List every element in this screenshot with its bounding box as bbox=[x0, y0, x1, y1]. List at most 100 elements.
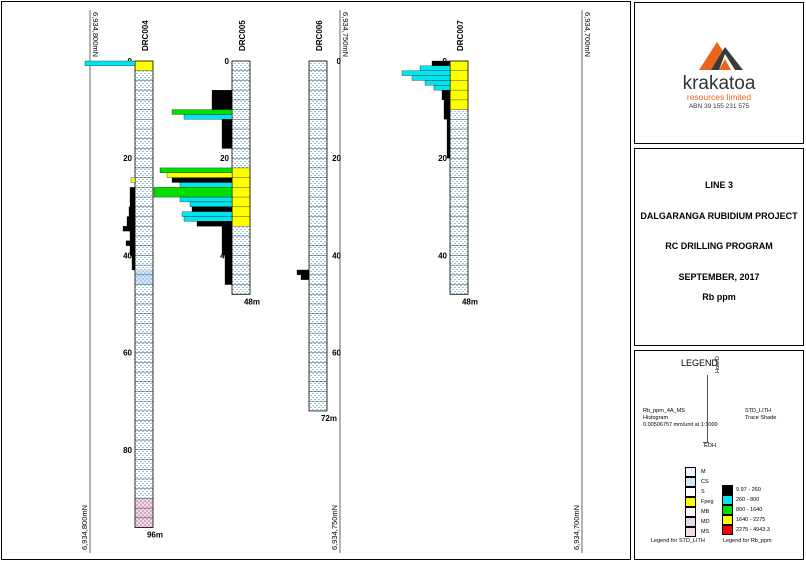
drc005-depth-tick: 20 bbox=[220, 154, 229, 163]
legend-title: LEGEND bbox=[681, 358, 719, 368]
drc004-lith-interval bbox=[135, 498, 153, 528]
northing-bottom-left: 6,934,800mN bbox=[80, 505, 89, 550]
drc007-depth-tick: 20 bbox=[438, 154, 447, 163]
title-panel: LINE 3 DALGARANGA RUBIDIUM PROJECT RC DR… bbox=[634, 148, 804, 346]
rb-swatch bbox=[722, 515, 733, 525]
hole-id-label: HoleID bbox=[715, 356, 721, 373]
drc007-rb-bar bbox=[424, 80, 451, 86]
drc006-hole-id: DRC006 bbox=[315, 20, 324, 51]
title-line-5: Rb ppm bbox=[702, 292, 736, 302]
drc004-lith-interval bbox=[135, 269, 153, 285]
drc005-rb-bar bbox=[191, 206, 233, 212]
northing-bottom-mid: 6,934,750mN bbox=[330, 505, 339, 550]
drc005-rb-bar bbox=[153, 187, 233, 198]
drc004-lith-interval bbox=[135, 70, 153, 270]
drc004-rb-bar bbox=[122, 226, 136, 232]
logo-brand: krakatoa bbox=[682, 73, 756, 94]
drc005-rb-bar bbox=[166, 172, 233, 178]
drc005-eoh-label: 48m bbox=[244, 297, 260, 306]
title-line-1: LINE 3 bbox=[704, 180, 733, 190]
drc007-rb-bar bbox=[411, 75, 451, 81]
drc007-rb-bar bbox=[419, 65, 451, 71]
drc005-rb-bar bbox=[179, 182, 233, 188]
drc005-rb-bar bbox=[171, 177, 233, 183]
drc007-lith-interval bbox=[450, 109, 468, 295]
lith-label: Fpeg bbox=[701, 499, 714, 505]
drc004-depth-tick: 40 bbox=[123, 251, 132, 260]
drc005-rb-bar bbox=[211, 90, 233, 110]
drc005-depth-tick: 0 bbox=[225, 57, 230, 66]
title-line-3: RC DRILLING PROGRAM bbox=[665, 241, 773, 251]
drc005-rb-bar bbox=[183, 216, 233, 222]
trace-desc-1: STD_LITH bbox=[745, 408, 771, 414]
drc006-rb-bar bbox=[300, 274, 310, 280]
drc007-rb-bar bbox=[401, 70, 451, 76]
drc004-eoh-label: 96m bbox=[147, 531, 163, 540]
drc004-hole-id: DRC004 bbox=[141, 20, 150, 51]
rb-label: 1640 - 2275 bbox=[736, 517, 766, 523]
drc005-rb-bar bbox=[183, 114, 233, 120]
drc005-rb-bar bbox=[179, 196, 233, 203]
map-frame bbox=[1, 1, 631, 560]
drc005-lith-interval bbox=[232, 61, 250, 168]
drc006-depth-tick: 60 bbox=[332, 349, 341, 358]
rb-label: 260 - 800 bbox=[736, 497, 760, 503]
hist-desc-1: Rb_ppm_4A_MS bbox=[643, 408, 685, 414]
drc007-rb-bar bbox=[443, 99, 451, 120]
drc004-rb-bar bbox=[125, 240, 136, 246]
trace-desc-2: Trace Shade bbox=[745, 415, 777, 421]
drc004-depth-tick: 60 bbox=[123, 349, 132, 358]
cross-section-diagram: 6,934,800mN 6,934,800mN 6,934,750mN 6,934,7… bbox=[1, 1, 631, 560]
hole-trace-line bbox=[707, 375, 708, 443]
drc007-rb-bar bbox=[446, 119, 451, 159]
eoh-tick bbox=[703, 442, 709, 443]
drc007-lith-interval bbox=[450, 61, 468, 110]
drc005-rb-bar bbox=[181, 211, 233, 217]
krakatoa-logo-icon bbox=[699, 42, 743, 70]
northing-top-left: 6,934,800mN bbox=[91, 12, 100, 57]
drc004-rb-bar bbox=[131, 255, 136, 271]
northing-bottom-right: 6,934,700mN bbox=[572, 505, 581, 550]
lith-label: M bbox=[701, 469, 706, 475]
rb-label: 9.97 - 260 bbox=[736, 487, 761, 493]
drc005-rb-bar bbox=[221, 119, 233, 149]
drc004-depth-tick: 20 bbox=[123, 154, 132, 163]
rb-swatch bbox=[722, 525, 733, 535]
rb-swatch bbox=[722, 485, 733, 495]
lith-label: MS bbox=[701, 529, 710, 535]
logo-abn: ABN 39 155 231 575 bbox=[688, 103, 750, 110]
drc004-lith-interval bbox=[135, 61, 153, 71]
logo-sub: resources limited bbox=[686, 92, 752, 102]
drc005-rb-bar bbox=[171, 109, 233, 115]
drc005-rb-bar bbox=[159, 167, 233, 173]
hist-desc-2: Histogram bbox=[643, 415, 669, 421]
lith-label: MB bbox=[701, 509, 710, 515]
title-line-4: SEPTEMBER, 2017 bbox=[678, 272, 760, 282]
drc006-depth-tick: 40 bbox=[332, 251, 341, 260]
drc006-depth-tick: 20 bbox=[332, 154, 341, 163]
drc005-rb-bar bbox=[221, 226, 233, 256]
drc004-rb-bar bbox=[84, 60, 136, 67]
drc005-lith-interval bbox=[232, 226, 250, 295]
drc004-depth-tick: 80 bbox=[123, 446, 132, 455]
lith-swatch-mb bbox=[685, 507, 696, 517]
eoh-label: EOH bbox=[704, 443, 716, 449]
drc006-rb-bar bbox=[296, 269, 310, 275]
drc007-rb-bar bbox=[433, 85, 451, 91]
lith-swatch-m bbox=[685, 467, 696, 477]
drc007-eoh-label: 48m bbox=[462, 297, 478, 306]
drc007-rb-bar bbox=[441, 90, 451, 101]
northing-top-mid: 6,934,750mN bbox=[341, 12, 350, 57]
northing-top-right: 6,934,700mN bbox=[583, 12, 592, 57]
drc004-rb-bar bbox=[128, 206, 136, 217]
hist-desc-3: 0.00506757 mm/unit at 1:1000 bbox=[643, 422, 718, 428]
rb-swatch bbox=[722, 505, 733, 515]
lith-swatch-md bbox=[685, 517, 696, 527]
title-line-2: DALGARANGA RUBIDIUM PROJECT bbox=[640, 211, 798, 221]
drc004-rb-bar bbox=[126, 216, 136, 227]
lith-swatch-ms bbox=[685, 527, 696, 537]
legend-panel: LEGEND Rb_ppm_4A_MS Histogram 0.00506757… bbox=[634, 350, 804, 560]
lith-label: MD bbox=[701, 519, 710, 525]
rb-label: 2275 - 4943.3 bbox=[736, 527, 770, 533]
drc006-depth-tick: 0 bbox=[337, 57, 342, 66]
